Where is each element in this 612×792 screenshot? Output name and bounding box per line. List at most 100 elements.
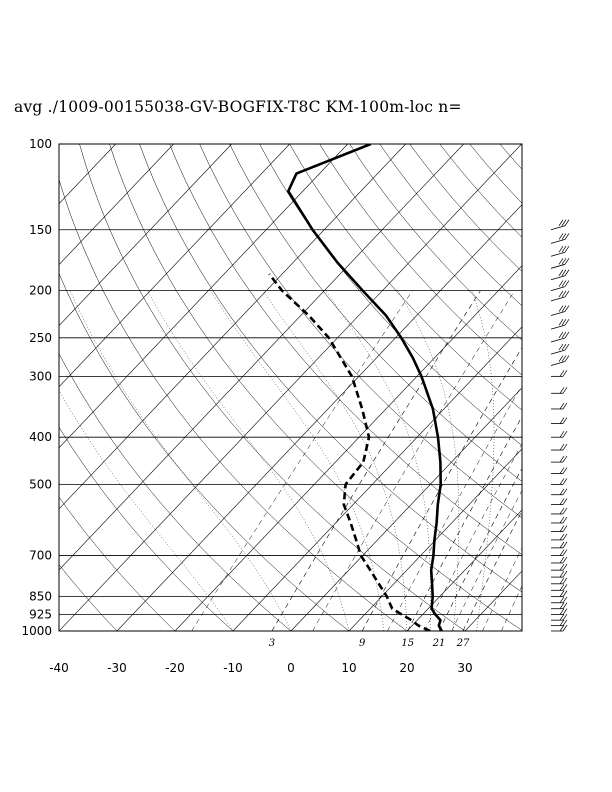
temperature-line: [287, 144, 443, 631]
wind-barb-flag: [558, 355, 564, 362]
dry-adiabat: [59, 353, 292, 631]
wind-barb-flag: [558, 233, 564, 240]
wind-barb-flag: [562, 613, 568, 621]
wind-barb: [550, 233, 570, 244]
wind-barb-flag: [559, 525, 565, 532]
wind-barb: [550, 290, 570, 302]
wind-barb-flag: [562, 443, 568, 451]
mixing-ratio-label: 9: [359, 638, 366, 649]
pressure-tick-label: 925: [29, 608, 52, 622]
wind-barb-flag: [562, 370, 568, 377]
pressure-tick-label: 700: [29, 549, 52, 563]
wind-barb-flag: [564, 355, 570, 362]
wind-barb-flag: [561, 331, 567, 339]
wind-barb-flag: [558, 290, 564, 298]
temperature-tick-label: 30: [457, 661, 472, 675]
wind-barb-flag: [561, 290, 567, 298]
wind-barb: [551, 488, 568, 496]
wind-barb-flag: [559, 596, 565, 603]
temperature-tick-label: -30: [107, 661, 127, 675]
wind-barb-flag: [559, 431, 565, 438]
wind-barb-flag: [562, 624, 568, 632]
wind-barb: [551, 613, 568, 621]
isotherm-line: [290, 387, 522, 631]
wind-barb-flag: [558, 269, 564, 276]
mixing-ratio-line: [438, 467, 522, 631]
wind-barb: [551, 507, 568, 515]
wind-barb-flag: [561, 269, 567, 276]
wind-barb-flag: [564, 305, 570, 312]
wind-barb-flag: [559, 533, 565, 541]
dry-adiabat: [59, 496, 176, 631]
wind-barb-flag: [559, 443, 565, 451]
wind-barb-flag: [559, 467, 565, 474]
wind-barb-flag: [564, 318, 570, 326]
temperature-tick-label: -10: [223, 661, 243, 675]
wind-barb-flag: [562, 533, 568, 541]
moist-adiabat: [69, 290, 292, 631]
wind-barb-flag: [558, 331, 564, 339]
wind-barb: [550, 269, 570, 281]
wind-barb-flag: [561, 305, 567, 312]
wind-barb-flag: [559, 584, 565, 591]
wind-barb-flag: [562, 516, 568, 524]
wind-barb-flag: [559, 507, 565, 515]
dry-adiabat: [59, 272, 350, 631]
wind-barb-flag: [559, 570, 565, 578]
wind-barb-flag: [559, 608, 565, 615]
pressure-tick-label: 850: [29, 590, 52, 604]
wind-barb: [551, 602, 568, 610]
wind-barb-flag: [562, 541, 568, 549]
wind-barb-flag: [561, 355, 567, 362]
mixing-ratio-line: [462, 510, 522, 631]
dry-adiabat: [59, 630, 60, 631]
wind-barb-flag: [559, 602, 565, 609]
wind-barb-flag: [559, 370, 565, 377]
dry-adiabat: [409, 144, 522, 272]
wind-barb: [551, 370, 568, 377]
isotherm-line: [464, 570, 522, 631]
temperature-profiles: [268, 144, 443, 631]
isotherm-line: [59, 144, 522, 631]
mixing-ratio-line: [424, 443, 522, 631]
wind-barb-flag: [562, 596, 568, 603]
wind-barb-shaft: [550, 296, 566, 302]
dry-adiabat: [379, 144, 522, 307]
pressure-tick-label: 500: [29, 477, 52, 491]
dry-adiabat: [79, 144, 466, 631]
wind-barb-flag: [558, 219, 564, 226]
wind-barb: [550, 305, 570, 316]
wind-barb-flag: [559, 577, 565, 584]
temperature-axis-labels: -40 -30 -20 -10 0 10 20 30: [49, 661, 472, 675]
pressure-tick-label: 250: [29, 331, 52, 345]
wind-barb-flag: [559, 624, 565, 632]
dewpoint-line: [268, 273, 431, 631]
wind-barb-flag: [559, 619, 565, 626]
wind-barb-flag: [564, 246, 570, 253]
wind-barb-flag: [564, 331, 570, 339]
moist-adiabat: [262, 290, 408, 631]
wind-barb: [551, 541, 568, 549]
temperature-tick-label: 20: [399, 661, 414, 675]
wind-barb-flag: [559, 498, 565, 505]
wind-barb-flag: [561, 343, 567, 351]
wind-barb-flag: [564, 233, 570, 240]
mixing-ratio-line: [271, 290, 481, 631]
wind-barb: [550, 219, 570, 231]
wind-barb-shaft: [550, 263, 566, 269]
wind-barb-flag: [562, 498, 568, 505]
isotherm-line: [174, 265, 522, 631]
mixing-ratio-line: [387, 384, 522, 631]
wind-barb-shaft: [550, 225, 566, 231]
mixing-ratio-labels: 3 9 15 21 27: [269, 638, 470, 649]
pressure-tick-label: 1000: [21, 624, 52, 638]
wind-barb-flag: [559, 455, 565, 463]
isotherm-line: [59, 144, 464, 571]
wind-barb: [550, 280, 570, 291]
dry-adiabat: [560, 144, 612, 641]
wind-barb-shaft: [550, 251, 566, 257]
pressure-tick-label: 150: [29, 223, 52, 237]
temperature-tick-label: 10: [341, 661, 356, 675]
mixing-ratio-label: 3: [269, 638, 275, 649]
dry-adiabat: [229, 144, 522, 482]
